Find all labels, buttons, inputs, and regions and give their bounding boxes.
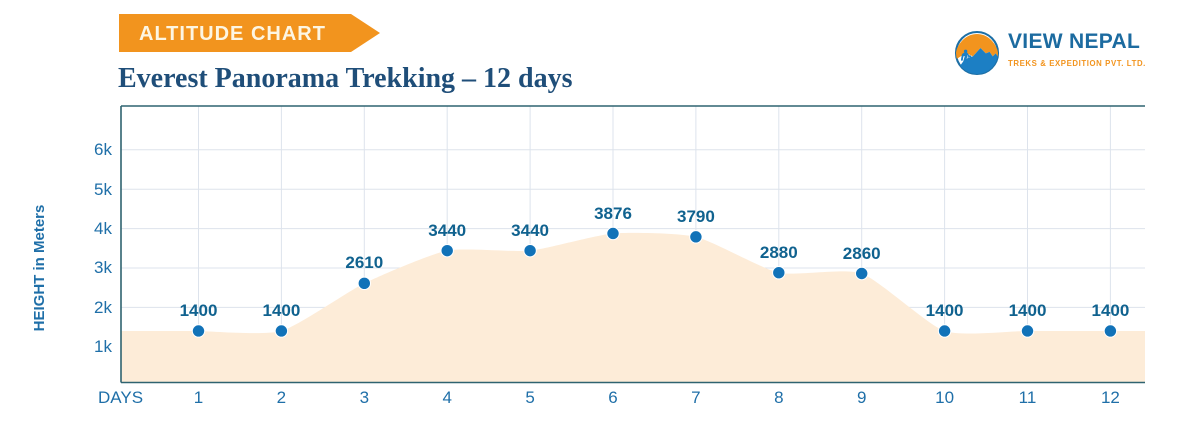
svg-text:2880: 2880	[760, 243, 798, 262]
svg-text:2860: 2860	[843, 244, 881, 263]
svg-text:6: 6	[608, 388, 617, 407]
svg-text:1: 1	[194, 388, 203, 407]
svg-text:12: 12	[1101, 388, 1120, 407]
svg-text:1k: 1k	[94, 337, 112, 356]
svg-text:10: 10	[935, 388, 954, 407]
svg-text:3790: 3790	[677, 207, 715, 226]
svg-text:HEIGHT in Meters: HEIGHT in Meters	[31, 205, 48, 332]
svg-text:4k: 4k	[94, 219, 112, 238]
svg-text:4: 4	[442, 388, 451, 407]
svg-text:7: 7	[691, 388, 700, 407]
svg-text:5: 5	[525, 388, 534, 407]
svg-text:6k: 6k	[94, 140, 112, 159]
svg-text:2k: 2k	[94, 298, 112, 317]
svg-text:1400: 1400	[180, 301, 218, 320]
svg-text:1400: 1400	[1091, 301, 1129, 320]
svg-text:3: 3	[360, 388, 369, 407]
svg-text:DAYS: DAYS	[98, 388, 143, 407]
svg-text:5k: 5k	[94, 180, 112, 199]
svg-text:2610: 2610	[345, 253, 383, 272]
svg-text:3440: 3440	[428, 221, 466, 240]
svg-text:8: 8	[774, 388, 783, 407]
svg-text:3876: 3876	[594, 204, 632, 223]
svg-text:1400: 1400	[926, 301, 964, 320]
svg-text:1400: 1400	[262, 301, 300, 320]
svg-text:2: 2	[277, 388, 286, 407]
svg-text:9: 9	[857, 388, 866, 407]
svg-text:1400: 1400	[1009, 301, 1047, 320]
svg-text:11: 11	[1019, 388, 1037, 407]
svg-text:3k: 3k	[94, 258, 112, 277]
svg-text:3440: 3440	[511, 221, 549, 240]
